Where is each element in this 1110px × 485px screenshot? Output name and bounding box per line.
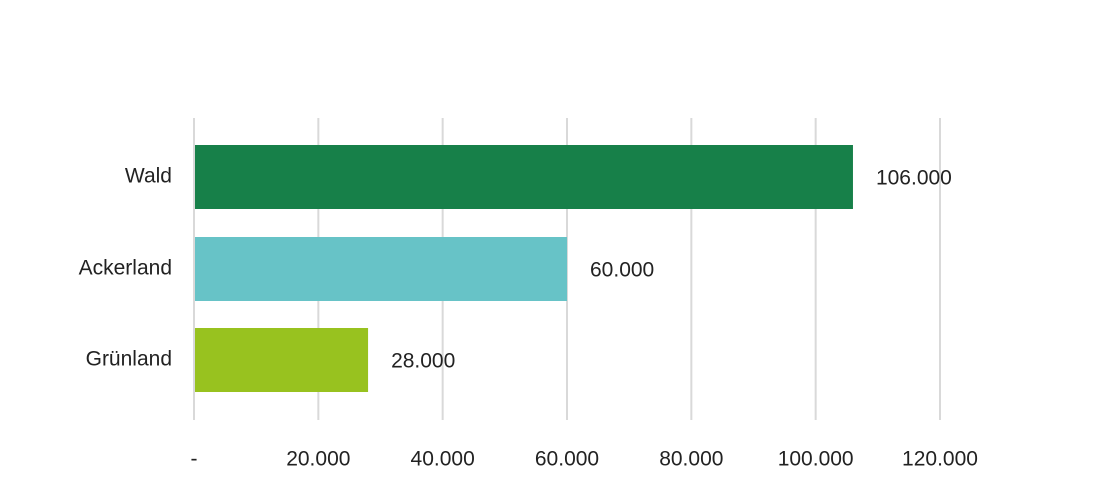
value-label-1: 60.000 — [590, 259, 654, 282]
bars — [195, 145, 853, 392]
value-label-0: 106.000 — [876, 167, 952, 190]
x-tick-label-1: 20.000 — [286, 448, 350, 471]
value-label-2: 28.000 — [391, 350, 455, 373]
value-labels: 106.000 60.000 28.000 — [391, 167, 952, 373]
bar-gr-nland — [195, 328, 369, 392]
x-tick-label-0: - — [191, 448, 198, 471]
x-tick-label-5: 100.000 — [778, 448, 854, 471]
x-axis-tick-labels: - 20.000 40.000 60.000 80.000 100.000 120.000 — [191, 448, 978, 471]
x-tick-label-3: 60.000 — [535, 448, 599, 471]
category-label-1: Ackerland — [79, 257, 172, 280]
x-tick-label-2: 40.000 — [411, 448, 475, 471]
bar-wald — [195, 145, 853, 209]
category-labels: Wald Ackerland Grünland — [79, 165, 172, 371]
bar-ackerland — [195, 237, 567, 301]
x-tick-label-6: 120.000 — [902, 448, 978, 471]
category-label-2: Grünland — [86, 348, 172, 371]
category-label-0: Wald — [125, 165, 172, 188]
x-tick-label-4: 80.000 — [659, 448, 723, 471]
